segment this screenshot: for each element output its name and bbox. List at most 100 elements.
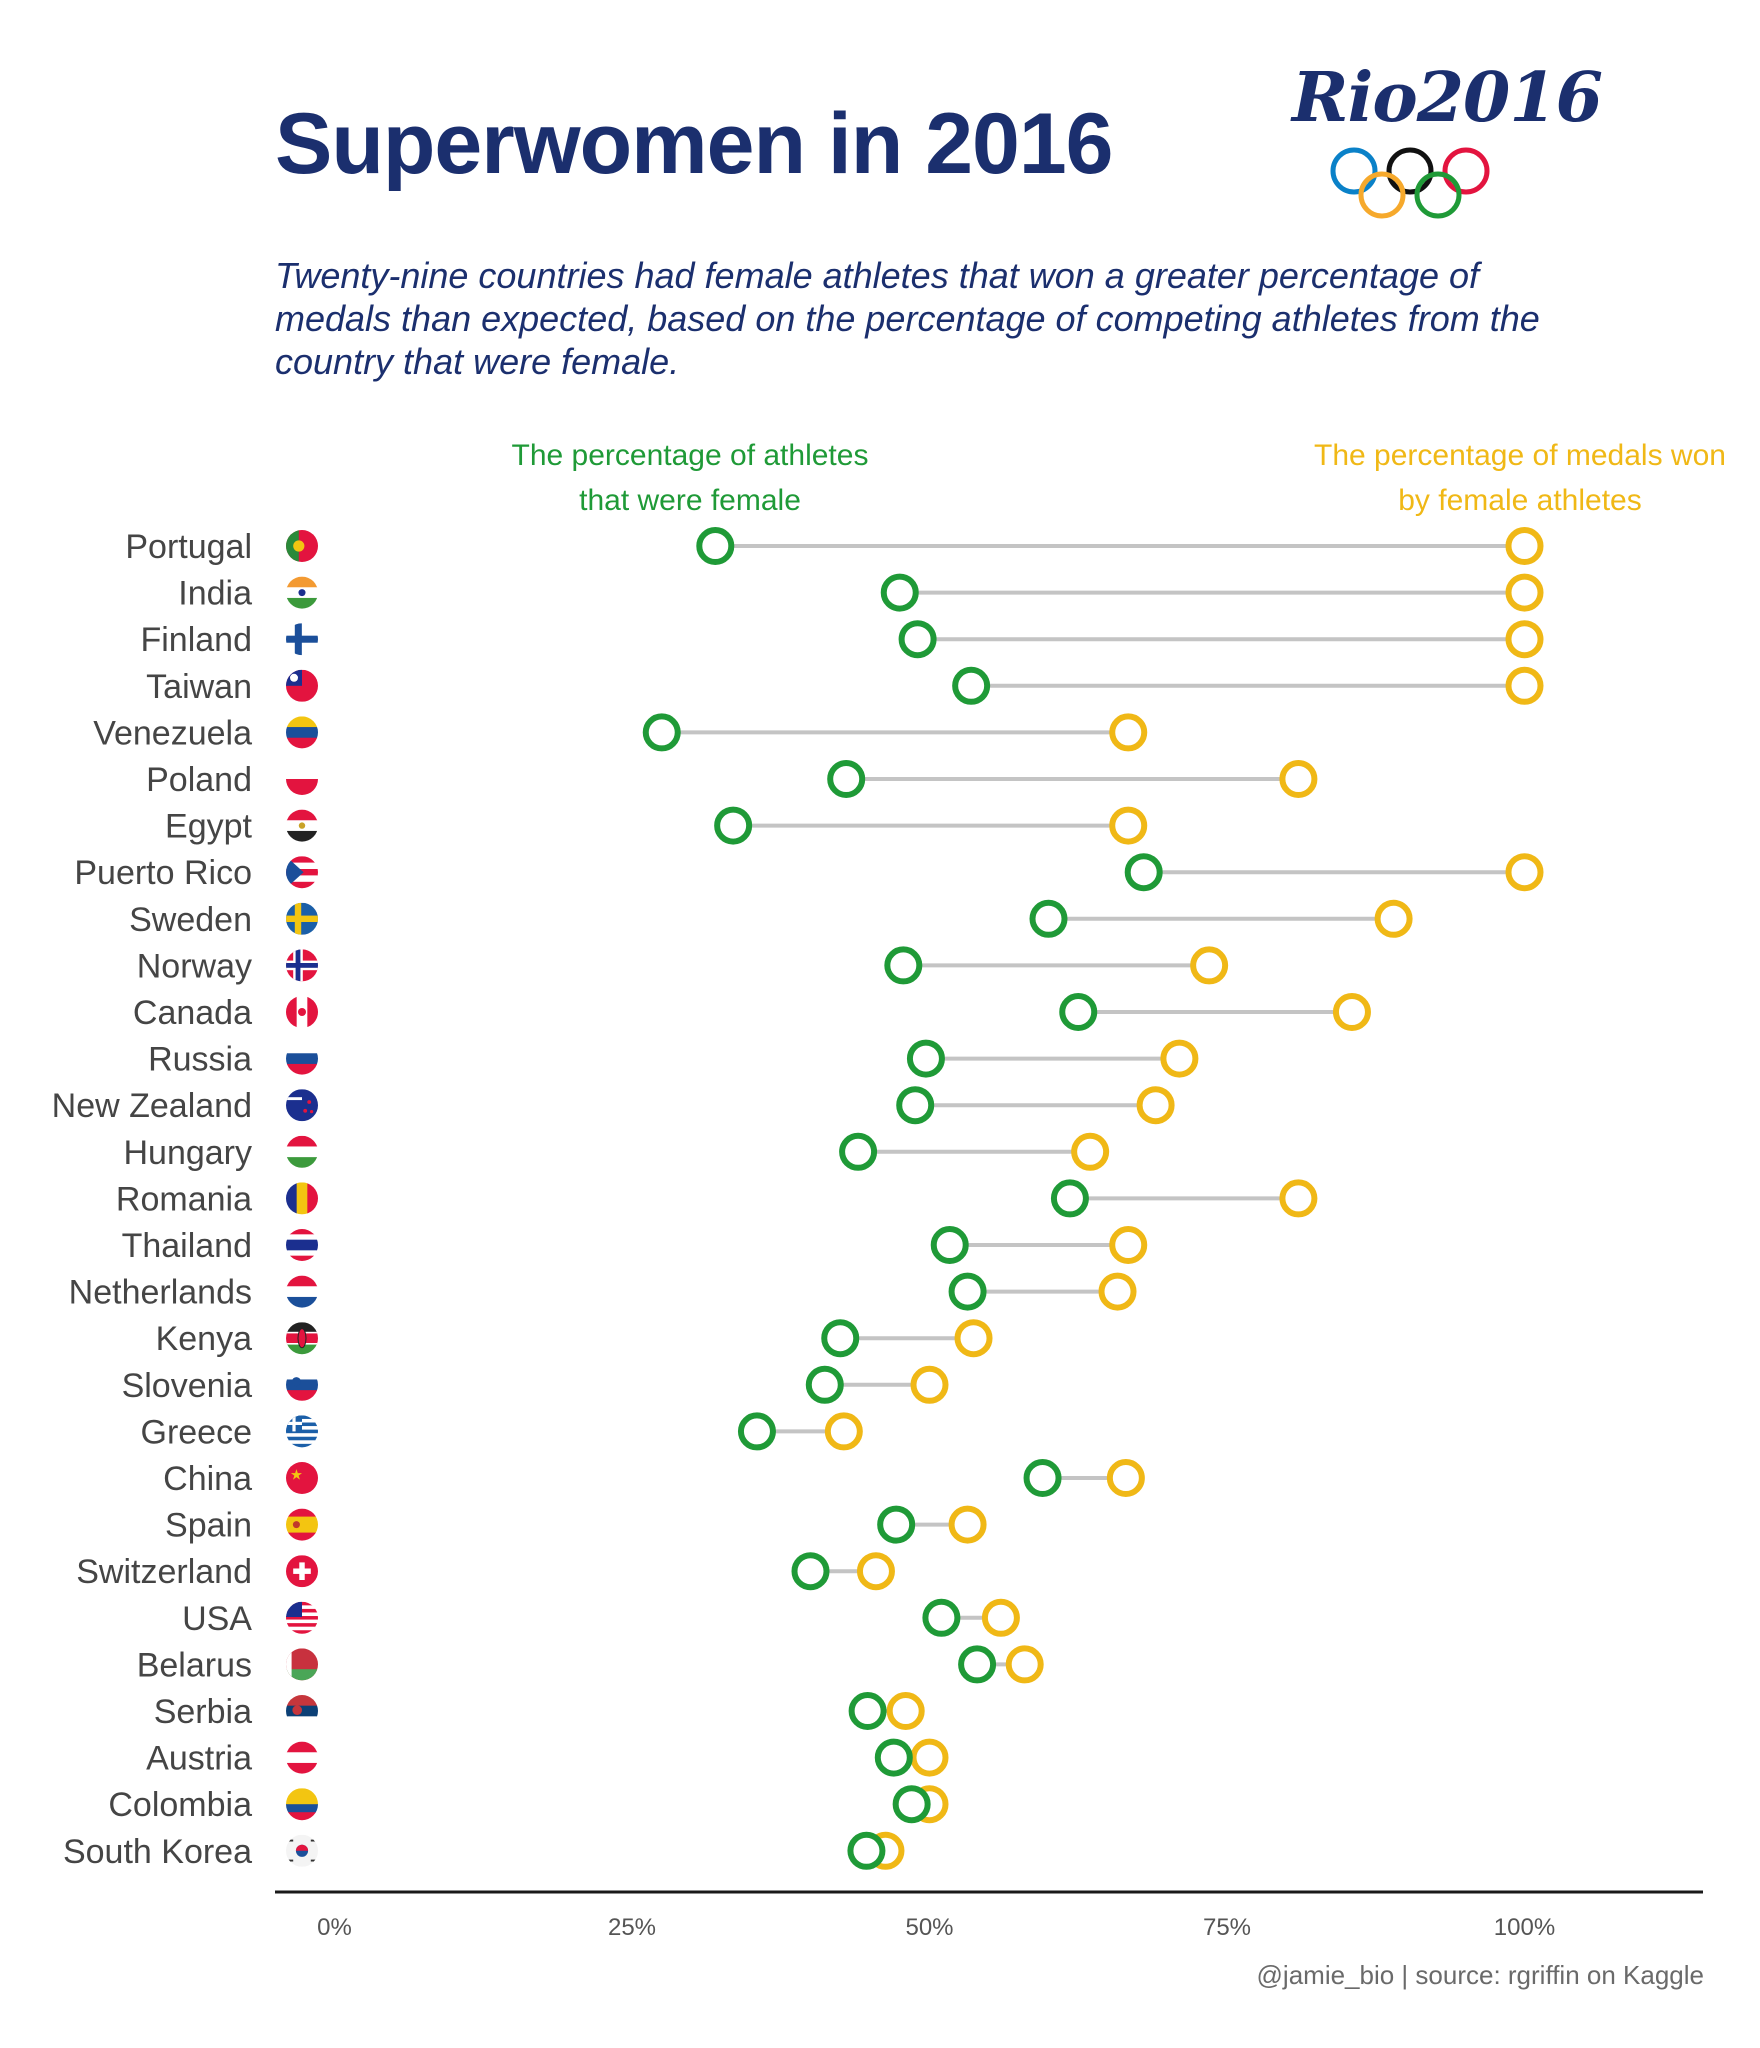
- serbia-flag-icon: [286, 1695, 318, 1727]
- country-label: Serbia: [154, 1693, 252, 1731]
- medals-point: [948, 1505, 987, 1544]
- country-label: Taiwan: [146, 668, 252, 706]
- country-label: Finland: [140, 621, 252, 659]
- x-tick-label: 50%: [905, 1914, 953, 1941]
- x-tick-label: 75%: [1203, 1914, 1251, 1941]
- country-label: Spain: [165, 1507, 252, 1545]
- legend-athletes-label: The percentage of athletes that were fem…: [511, 439, 869, 517]
- country-label: Russia: [148, 1041, 252, 1079]
- country-label: Colombia: [108, 1786, 252, 1824]
- canada-flag-icon: [286, 996, 318, 1028]
- athletes-point: [952, 666, 991, 705]
- medals-point: [1109, 1226, 1148, 1264]
- belarus-flag-icon: [286, 1648, 318, 1681]
- athletes-point: [930, 1226, 969, 1264]
- athletes-point: [827, 760, 866, 798]
- medals-point: [1332, 993, 1371, 1031]
- country-label: Kenya: [156, 1320, 252, 1358]
- country-label: Puerto Rico: [74, 854, 252, 892]
- medals-point: [1279, 1179, 1318, 1218]
- athletes-point: [642, 713, 681, 752]
- country-label: Portugal: [125, 528, 252, 566]
- chart-subtitle: Twenty-nine countries had female athlete…: [275, 255, 1540, 382]
- thailand-flag-icon: [286, 1229, 318, 1261]
- athletes-point: [880, 573, 919, 612]
- athletes-point: [958, 1645, 997, 1684]
- medals-point: [1279, 760, 1318, 798]
- athletes-point: [805, 1365, 844, 1404]
- medals-point: [1505, 666, 1544, 705]
- spain-flag-icon: [286, 1508, 318, 1541]
- medals-point: [1505, 853, 1544, 892]
- country-label: Netherlands: [69, 1274, 252, 1312]
- country-label: Venezuela: [93, 714, 252, 752]
- svg-text:★: ★: [290, 1468, 303, 1484]
- medals-point: [910, 1365, 949, 1404]
- finland-flag-icon: [286, 623, 318, 656]
- new-zealand-flag-icon: [286, 1089, 318, 1122]
- athletes-point: [1023, 1459, 1062, 1497]
- chart-title: Superwomen in 2016: [275, 96, 1114, 192]
- athletes-point: [714, 806, 753, 845]
- south-korea-flag-icon: [286, 1834, 318, 1867]
- x-tick-label: 100%: [1494, 1914, 1555, 1941]
- country-label: Switzerland: [76, 1553, 252, 1591]
- medals-point: [981, 1598, 1020, 1637]
- country-label: India: [178, 575, 252, 613]
- medals-point: [1160, 1039, 1199, 1078]
- netherlands-flag-icon: [286, 1275, 318, 1308]
- kenya-flag-icon: [286, 1322, 318, 1355]
- medals-point: [886, 1692, 925, 1730]
- medals-point: [1190, 946, 1229, 985]
- greece-flag-icon: [286, 1415, 318, 1448]
- usa-flag-icon: [286, 1601, 318, 1634]
- country-label: USA: [182, 1600, 252, 1638]
- austria-flag-icon: [286, 1741, 318, 1774]
- athletes-point: [839, 1132, 878, 1171]
- medals-point: [1505, 573, 1544, 612]
- slovenia-flag-icon: [286, 1368, 318, 1401]
- medals-point: [856, 1552, 895, 1591]
- switzerland-flag-icon: [286, 1555, 318, 1588]
- athletes-point: [821, 1319, 860, 1358]
- x-tick-label: 25%: [608, 1914, 656, 1941]
- athletes-point: [1059, 993, 1098, 1031]
- athletes-point: [1124, 853, 1163, 892]
- romania-flag-icon: [286, 1182, 318, 1215]
- athletes-point: [1029, 899, 1068, 938]
- athletes-point: [696, 527, 735, 565]
- athletes-point: [884, 946, 923, 985]
- country-label: Belarus: [137, 1646, 252, 1684]
- source-credit: @jamie_bio | source: rgriffin on Kaggle: [1256, 1960, 1704, 1990]
- medals-point: [1109, 806, 1148, 845]
- athletes-point: [892, 1785, 931, 1824]
- athletes-point: [874, 1738, 913, 1777]
- medals-point: [1071, 1132, 1110, 1171]
- athletes-point: [922, 1598, 961, 1637]
- medals-point: [1505, 527, 1544, 565]
- athletes-point: [848, 1692, 887, 1730]
- china-flag-icon: ★: [286, 1462, 318, 1494]
- medals-point: [1098, 1272, 1137, 1311]
- colombia-flag-icon: [286, 1788, 318, 1821]
- country-label: Poland: [146, 761, 252, 799]
- medals-point: [1136, 1086, 1175, 1125]
- medals-point: [1005, 1645, 1044, 1684]
- medals-point: [1106, 1459, 1145, 1497]
- medals-point: [1374, 899, 1413, 938]
- athletes-point: [847, 1831, 886, 1870]
- medals-point: [954, 1319, 993, 1358]
- country-label: Norway: [137, 947, 252, 985]
- hungary-flag-icon: [286, 1135, 318, 1168]
- legend-medals-label: The percentage of medals won by female a…: [1314, 439, 1726, 517]
- medals-point: [1505, 620, 1544, 659]
- country-label: New Zealand: [52, 1087, 252, 1125]
- medals-point: [824, 1412, 863, 1451]
- athletes-point: [737, 1412, 776, 1451]
- medals-point: [910, 1738, 949, 1777]
- norway-flag-icon: [286, 949, 318, 982]
- country-label: South Korea: [63, 1833, 252, 1871]
- taiwan-flag-icon: [286, 669, 318, 702]
- athletes-point: [877, 1505, 916, 1544]
